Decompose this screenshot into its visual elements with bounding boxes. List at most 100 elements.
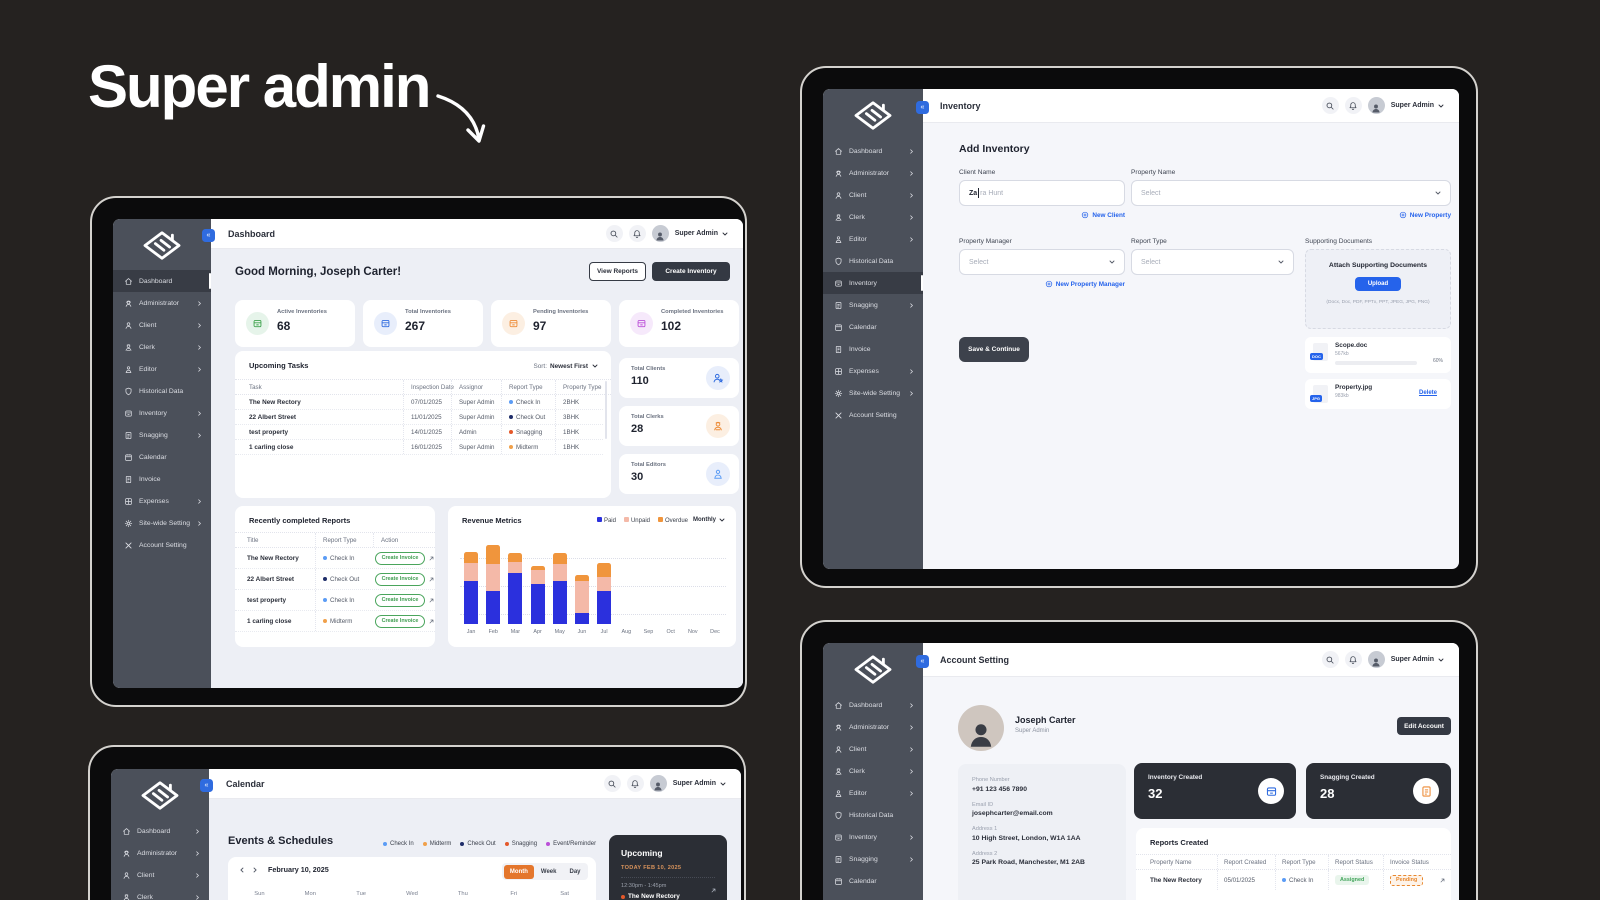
create-inventory-button[interactable]: Create Inventory: [652, 262, 730, 281]
sidebar-item[interactable]: Dashboard: [823, 140, 923, 162]
sidebar-item[interactable]: Client: [111, 864, 209, 886]
search-button[interactable]: [1321, 651, 1339, 668]
sidebar-item-icon: [834, 235, 843, 244]
sidebar-item[interactable]: Calendar: [823, 870, 923, 892]
save-continue-button[interactable]: Save & Continue: [959, 337, 1029, 362]
open-report-link[interactable]: [428, 569, 435, 589]
range-selector[interactable]: Monthly: [693, 516, 726, 524]
report-row: 1 carling close Midterm Create Invoice: [235, 611, 435, 632]
next-month-button[interactable]: [251, 866, 259, 874]
open-report-link[interactable]: [1439, 870, 1446, 890]
sidebar-item[interactable]: Clerk: [113, 336, 211, 358]
upload-button[interactable]: Upload: [1355, 277, 1401, 291]
sidebar-item[interactable]: Editor: [823, 228, 923, 250]
sidebar-item[interactable]: Account Setting: [113, 534, 211, 556]
view-button[interactable]: Day: [569, 868, 581, 875]
report-type-select[interactable]: Select: [1131, 249, 1294, 275]
sidebar-item[interactable]: Invoice: [823, 338, 923, 360]
sidebar-item[interactable]: Account Setting: [823, 404, 923, 426]
sidebar-item[interactable]: Site-wide Setting: [823, 382, 923, 404]
sidebar-item[interactable]: Administrator: [113, 292, 211, 314]
sidebar-item[interactable]: Client: [823, 738, 923, 760]
user-menu[interactable]: Super Admin: [673, 780, 727, 788]
notifications-button[interactable]: [1344, 651, 1362, 668]
sidebar-item[interactable]: Inventory: [823, 826, 923, 848]
client-name-input[interactable]: Za ra Hunt: [959, 180, 1125, 206]
open-report-link[interactable]: [428, 611, 435, 631]
avatar[interactable]: [1367, 651, 1385, 668]
user-menu[interactable]: Super Admin: [1391, 102, 1445, 110]
notifications-button[interactable]: [628, 225, 646, 242]
sidebar-item[interactable]: Calendar: [823, 316, 923, 338]
sidebar-item[interactable]: Expenses: [823, 360, 923, 382]
sidebar-item[interactable]: Clerk: [823, 760, 923, 782]
task-row[interactable]: 22 Albert Street 11/01/2025 Super Admin …: [235, 410, 603, 425]
task-row[interactable]: 1 carling close 16/01/2025 Super Admin M…: [235, 440, 603, 455]
sidebar-item[interactable]: Historical Data: [823, 804, 923, 826]
view-button[interactable]: Month: [503, 864, 534, 879]
sidebar-item[interactable]: Editor: [113, 358, 211, 380]
sidebar-item[interactable]: Historical Data: [823, 250, 923, 272]
new-property-link[interactable]: New Property: [1381, 211, 1451, 219]
view-button[interactable]: Week: [540, 868, 557, 875]
sidebar-item[interactable]: Historical Data: [113, 380, 211, 402]
sidebar-item[interactable]: Snagging: [113, 424, 211, 446]
search-button[interactable]: [603, 775, 621, 792]
avatar[interactable]: [651, 225, 669, 242]
chart-column: Dec: [704, 540, 726, 635]
new-property-manager-link[interactable]: New Property Manager: [1005, 280, 1125, 288]
sidebar-item[interactable]: Invoice: [823, 892, 923, 900]
create-invoice-button[interactable]: Create Invoice: [375, 572, 425, 586]
sidebar-collapse-button[interactable]: «: [916, 655, 929, 668]
sidebar-item[interactable]: Dashboard: [113, 270, 211, 292]
delete-file-link[interactable]: Delete: [1418, 390, 1437, 396]
open-report-link[interactable]: [428, 590, 435, 610]
task-row[interactable]: The New Rectory 07/01/2025 Super Admin C…: [235, 395, 603, 410]
sidebar-item[interactable]: Expenses: [113, 490, 211, 512]
notifications-button[interactable]: [1344, 97, 1362, 114]
property-manager-select[interactable]: Select: [959, 249, 1125, 275]
sidebar-item[interactable]: Snagging: [823, 848, 923, 870]
search-button[interactable]: [1321, 97, 1339, 114]
sidebar-item[interactable]: Clerk: [111, 886, 209, 900]
sidebar-item[interactable]: Inventory: [823, 272, 923, 294]
sidebar-collapse-button[interactable]: «: [200, 779, 213, 792]
edit-account-button[interactable]: Edit Account: [1397, 717, 1451, 735]
sidebar-collapse-button[interactable]: «: [916, 101, 929, 114]
property-name-select[interactable]: Select: [1131, 180, 1451, 206]
sidebar-item[interactable]: Administrator: [823, 716, 923, 738]
sidebar-item[interactable]: Client: [823, 184, 923, 206]
sidebar-item[interactable]: Dashboard: [823, 694, 923, 716]
task-row[interactable]: test property 14/01/2025 Admin Snagging …: [235, 425, 603, 440]
avatar[interactable]: [1367, 97, 1385, 114]
sidebar-item[interactable]: Administrator: [111, 842, 209, 864]
open-event-link[interactable]: [710, 887, 717, 894]
sidebar-item[interactable]: Client: [113, 314, 211, 336]
sidebar-item[interactable]: Dashboard: [111, 820, 209, 842]
sidebar-item[interactable]: Calendar: [113, 446, 211, 468]
people-stat-card: Total Editors 30: [619, 454, 739, 494]
sidebar-collapse-button[interactable]: «: [202, 229, 215, 242]
prev-month-button[interactable]: [238, 866, 246, 874]
user-menu[interactable]: Super Admin: [675, 230, 729, 238]
view-reports-button[interactable]: View Reports: [589, 262, 646, 281]
sidebar-item[interactable]: Snagging: [823, 294, 923, 316]
create-invoice-button[interactable]: Create Invoice: [375, 551, 425, 565]
search-button[interactable]: [605, 225, 623, 242]
avatar[interactable]: [649, 775, 667, 792]
sidebar-item[interactable]: Invoice: [113, 468, 211, 490]
notifications-button[interactable]: [626, 775, 644, 792]
sidebar-item[interactable]: Administrator: [823, 162, 923, 184]
create-invoice-button[interactable]: Create Invoice: [375, 614, 425, 628]
create-invoice-button[interactable]: Create Invoice: [375, 593, 425, 607]
sidebar-item[interactable]: Clerk: [823, 206, 923, 228]
open-report-link[interactable]: [428, 548, 435, 568]
sort-control[interactable]: Sort: Newest First: [533, 362, 599, 370]
new-client-link[interactable]: New Client: [1063, 211, 1125, 219]
user-menu[interactable]: Super Admin: [1391, 656, 1445, 664]
sidebar-item[interactable]: Inventory: [113, 402, 211, 424]
scrollbar[interactable]: [604, 381, 607, 439]
sidebar-item[interactable]: Editor: [823, 782, 923, 804]
hero-arrow-icon: [436, 94, 486, 143]
sidebar-item[interactable]: Site-wide Setting: [113, 512, 211, 534]
